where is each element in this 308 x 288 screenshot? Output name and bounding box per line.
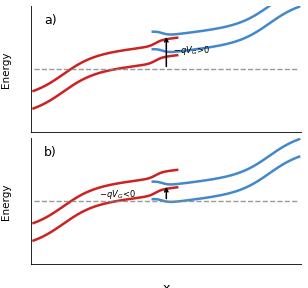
Text: Energy: Energy [2, 51, 11, 88]
Text: b): b) [44, 146, 57, 159]
Text: a): a) [44, 14, 57, 27]
Text: $-qV_G\!>\!0$: $-qV_G\!>\!0$ [173, 44, 210, 57]
Text: Energy: Energy [2, 183, 11, 220]
Text: x: x [163, 283, 170, 288]
Text: $-qV_G\!<\!0$: $-qV_G\!<\!0$ [99, 188, 136, 201]
